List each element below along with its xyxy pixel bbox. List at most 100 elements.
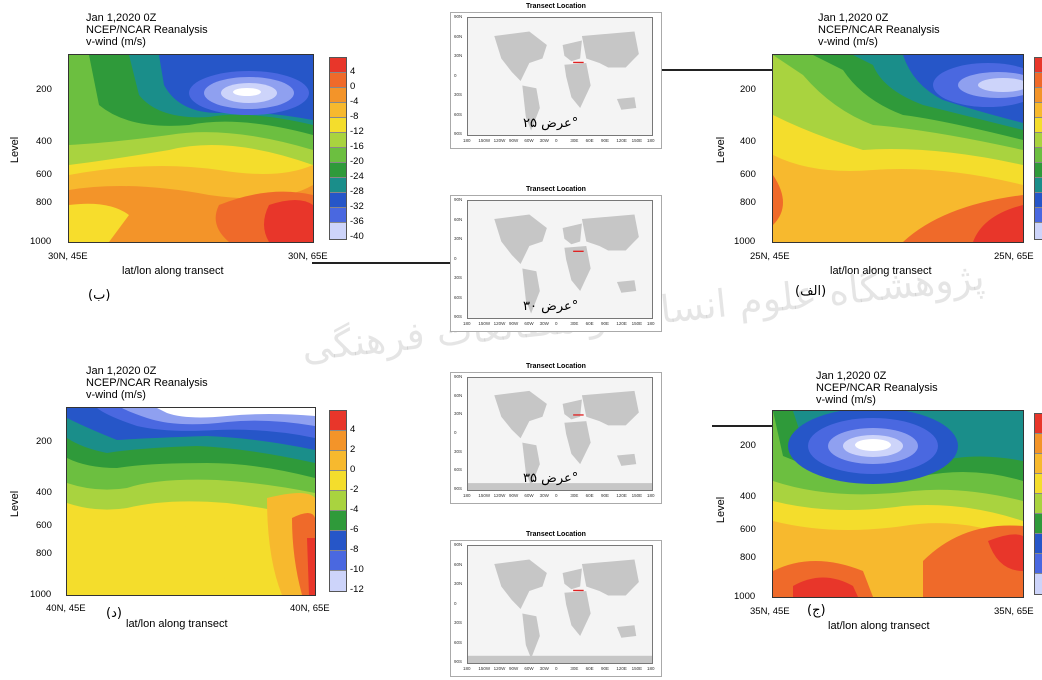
colorbar-tick-label: -28 (350, 186, 364, 197)
map-lon-tick: 180 (647, 493, 655, 498)
map-lon-tick: 30W (539, 666, 549, 671)
map-lon-tick: 120W (493, 138, 506, 143)
y-tick: 800 (36, 548, 52, 559)
connector-line (312, 262, 452, 264)
transect-map: Transect Location 90N 60N 30N 0 30S 60S 90S 180 1… (450, 3, 662, 149)
colorbar-tick-label: 0 (350, 464, 356, 475)
colorbar-tick-label: -6 (350, 524, 359, 535)
map-lat-tick: 90N (454, 14, 463, 19)
colorbar-tick-label: -4 (350, 504, 359, 515)
map-lon-tick: 150E (631, 493, 643, 498)
map-latitude-label: عرض ۲۵° (523, 116, 579, 131)
y-tick: 200 (740, 440, 756, 451)
chart-title-line-3: v-wind (m/s) (86, 389, 146, 401)
map-lat-tick: 60S (454, 111, 463, 117)
transect-map: Transect Location 90N 60N 30N 0 30S 60S 90S 180 1… (450, 186, 662, 332)
colorbar-tick-label: 4 (350, 424, 356, 435)
landmass (494, 31, 547, 81)
world-map (494, 31, 639, 131)
y-tick: 200 (36, 84, 52, 95)
chart-panel-bottom-right: Jan 1,2020 0Z NCEP/NCAR Reanalysis v-win… (700, 360, 1042, 680)
colorbar-tick-label: -8 (350, 544, 359, 555)
contour-plot (772, 54, 1024, 243)
y-tick: 400 (740, 491, 756, 502)
landmass (581, 390, 639, 426)
contour-svg (773, 55, 1023, 242)
map-lat-tick: 0 (454, 600, 457, 606)
colorbar-tick-label: -12 (350, 126, 364, 137)
y-tick: 1000 (734, 591, 756, 602)
contour-plot (66, 407, 316, 596)
landmass (522, 613, 540, 659)
landmass (564, 591, 591, 636)
map-lat-tick: 90N (454, 542, 463, 547)
map-lat-tick: 60N (454, 216, 463, 222)
map-lon-tick: 90W (509, 493, 519, 498)
map-lon-tick: 30E (570, 321, 579, 326)
y-tick: 600 (36, 520, 52, 531)
x-tick-start: 25N, 45E (750, 251, 790, 262)
map-lon-tick: 30W (539, 138, 549, 143)
chart-panel-top-left: Jan 1,2020 0Z NCEP/NCAR Reanalysis v-win… (0, 0, 364, 320)
map-lat-tick: 30S (454, 620, 463, 625)
map-lon-tick: 30E (570, 493, 579, 498)
map-frame (467, 377, 653, 491)
map-lat-tick: 30S (454, 92, 463, 97)
chart-title-line-1: Jan 1,2020 0Z (816, 370, 887, 382)
colorbar-tick-label: -10 (350, 564, 364, 575)
chart-title-line-1: Jan 1,2020 0Z (86, 365, 157, 377)
colorbar-tick-label: -36 (350, 216, 364, 227)
landmass (494, 390, 547, 439)
map-lat-tick: 60S (454, 467, 463, 473)
landmass (616, 280, 637, 293)
chart-title-line-2: NCEP/NCAR Reanalysis (86, 377, 208, 389)
y-tick: 600 (36, 169, 52, 180)
map-lat-tick: 30N (454, 581, 463, 586)
map-lon-tick: 0 (555, 493, 558, 498)
contour-svg (69, 55, 313, 242)
chart-title-line-2: NCEP/NCAR Reanalysis (86, 24, 208, 36)
map-lon-tick: 30W (539, 493, 549, 498)
map-lat-tick: 60N (454, 561, 463, 567)
map-lat-tick: 90N (454, 197, 463, 202)
map-lat-tick: 30S (454, 448, 463, 454)
map-lat-tick: 90S (454, 314, 463, 319)
y-tick: 200 (740, 84, 756, 95)
y-axis-label: Level (9, 136, 22, 164)
map-lat-tick: 30N (454, 411, 463, 417)
map-lat-tick: 60S (454, 639, 463, 645)
map-lon-tick: 180 (463, 493, 471, 498)
map-lon-tick: 0 (555, 321, 558, 326)
y-tick: 200 (36, 436, 52, 447)
landmass (581, 31, 639, 68)
map-latitude-label: عرض ۳۵° (523, 471, 579, 486)
colorbar-tick-label: 2 (350, 444, 356, 455)
landmass (616, 97, 637, 110)
antarctica (468, 655, 652, 663)
map-lat-tick: 0 (454, 255, 457, 261)
y-tick: 1000 (30, 589, 52, 600)
map-title: Transect Location (526, 3, 586, 10)
colorbar-tick-label: -24 (350, 171, 364, 182)
map-lon-tick: 150E (631, 321, 643, 326)
landmass (562, 223, 582, 245)
contour-svg (773, 411, 1023, 597)
landmass (564, 63, 591, 108)
map-lon-tick: 150W (478, 138, 491, 143)
y-axis-label: Level (9, 490, 22, 518)
map-lon-tick: 0 (555, 666, 558, 671)
contour-plot (772, 410, 1024, 598)
map-lon-tick: 30W (539, 321, 549, 326)
x-axis-label: lat/lon along transect (126, 618, 228, 630)
connector-line (712, 425, 772, 427)
map-lon-tick: 120W (493, 493, 506, 498)
map-lon-tick: 150W (478, 321, 491, 326)
map-lat-tick: 90S (454, 486, 463, 491)
landmass (616, 625, 637, 638)
colorbar-tick-label: -4 (350, 96, 359, 107)
map-lon-tick: 150W (478, 493, 491, 498)
map-lon-tick: 180 (647, 138, 655, 143)
y-tick: 400 (36, 487, 52, 498)
map-lat-tick: 60S (454, 294, 463, 300)
y-tick: 800 (740, 197, 756, 208)
